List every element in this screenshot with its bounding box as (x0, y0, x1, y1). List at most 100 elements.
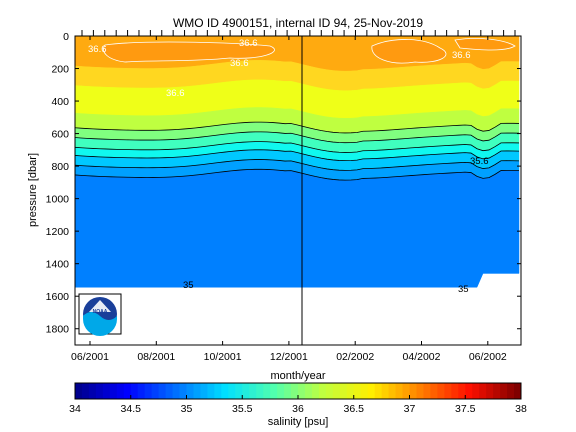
colorbar-cell (444, 383, 452, 399)
salinity-bands (74, 35, 520, 288)
contour-line (74, 149, 520, 161)
y-tick-label: 400 (51, 96, 69, 108)
colorbar-cell (374, 383, 383, 399)
colorbar-cell (472, 383, 480, 399)
colorbar-cell (151, 383, 160, 399)
colorbar-cell (353, 383, 362, 399)
colorbar-cell (493, 383, 501, 399)
x-tick-label: 04/2002 (403, 351, 441, 363)
x-tick-label: 06/2002 (469, 351, 507, 363)
colorbar-cell (291, 383, 299, 399)
colorbar-tick-label: 38 (515, 403, 527, 415)
colorbar-cell (228, 383, 236, 399)
colorbar-cell (395, 383, 404, 399)
contour-label: 35.6 (470, 156, 489, 167)
colorbar-cell (298, 383, 306, 399)
contour-label: 36.6 (230, 58, 249, 69)
colorbar-cell (367, 383, 376, 399)
contour-line (74, 168, 520, 181)
salinity-patch (103, 41, 275, 63)
y-tick-label: 1000 (46, 194, 70, 206)
salinity-band (74, 169, 520, 288)
colorbar-tick-label: 35.5 (232, 403, 253, 415)
contour-label: 36.6 (166, 88, 185, 99)
colorbar-cell (75, 383, 83, 399)
x-tick-label: 10/2001 (204, 351, 242, 363)
colorbar-cell (235, 383, 243, 399)
colorbar-cell (388, 383, 397, 399)
colorbar-cell (465, 383, 473, 399)
x-tick-label: 02/2002 (336, 351, 374, 363)
colorbar-cell (88, 383, 97, 399)
contour-line (74, 141, 520, 153)
chart-title: WMO ID 4900151, internal ID 94, 25-Nov-2… (173, 16, 423, 30)
contour-label: 36.6 (88, 44, 107, 55)
contour-label: 36.6 (452, 50, 471, 61)
y-tick-label: 800 (51, 161, 69, 173)
colorbar-cell (200, 383, 208, 399)
colorbar-cell (179, 383, 187, 399)
profile-date-ticks (81, 30, 516, 36)
colorbar-cell (381, 383, 390, 399)
colorbar-cell (256, 383, 264, 399)
colorbar-tick-label: 37.5 (455, 403, 476, 415)
colorbar-cell (172, 383, 181, 399)
colorbar-cell (109, 383, 118, 399)
colorbar-cell (430, 383, 438, 399)
x-tick-label: 08/2001 (137, 351, 175, 363)
colorbar-cell (249, 383, 257, 399)
colorbar-cell (193, 383, 201, 399)
colorbar-tick-label: 37 (404, 403, 416, 415)
colorbar-cell (242, 383, 250, 399)
colorbar-tick-label: 34 (69, 403, 81, 415)
colorbar-cell (123, 383, 132, 399)
y-tick-label: 1200 (46, 226, 70, 238)
colorbar-cell (332, 383, 341, 399)
contour-label: 36.6 (239, 38, 258, 49)
colorbar-cell (318, 383, 327, 399)
contour-label: 35 (183, 280, 194, 291)
colorbar-tick-label: 36.5 (344, 403, 365, 415)
salinity-contours (74, 121, 520, 181)
colorbar-cell (144, 383, 153, 399)
colorbar-cell (116, 383, 125, 399)
colorbar-cells (75, 383, 522, 399)
colorbar-cell (207, 383, 215, 399)
y-tick-label: 0 (63, 31, 69, 43)
colorbar-cell (437, 383, 445, 399)
y-axis: 0 200 400 600 800 1000 1200 1400 1600 1800 (46, 31, 521, 336)
y-tick-label: 1400 (46, 259, 70, 271)
colorbar-cell (158, 383, 167, 399)
colorbar-cell (416, 383, 424, 399)
colorbar-cell (165, 383, 174, 399)
colorbar-cell (402, 383, 410, 399)
colorbar-cell (409, 383, 417, 399)
contour-line (74, 121, 520, 134)
colorbar-cell (507, 383, 515, 399)
x-tick-label: 06/2001 (71, 351, 109, 363)
colorbar-cell (277, 383, 285, 399)
x-tick-label: 12/2001 (270, 351, 308, 363)
colorbar-cell (221, 383, 229, 399)
contour-line (74, 131, 520, 144)
colorbar: 34 34.5 35 35.5 36 36.5 37 37.5 38 salinity [psu… (69, 382, 527, 428)
colorbar-tick-label: 35 (181, 403, 193, 415)
colorbar-cell (346, 383, 355, 399)
colorbar-label: salinity [psu] (268, 416, 329, 428)
y-axis-label: pressure [dbar] (27, 153, 39, 227)
salinity-patch (454, 38, 516, 51)
colorbar-cell (95, 383, 104, 399)
y-tick-label: 1800 (46, 324, 70, 336)
colorbar-tick-label: 34.5 (121, 403, 142, 415)
colorbar-cell (360, 383, 369, 399)
salinity-patch (371, 39, 447, 64)
colorbar-cell (102, 383, 111, 399)
colorbar-cell (423, 383, 431, 399)
y-tick-label: 600 (51, 129, 69, 141)
colorbar-cell (270, 383, 278, 399)
colorbar-cell (451, 383, 459, 399)
y-tick-label: 200 (51, 64, 69, 76)
colorbar-cell (500, 383, 508, 399)
